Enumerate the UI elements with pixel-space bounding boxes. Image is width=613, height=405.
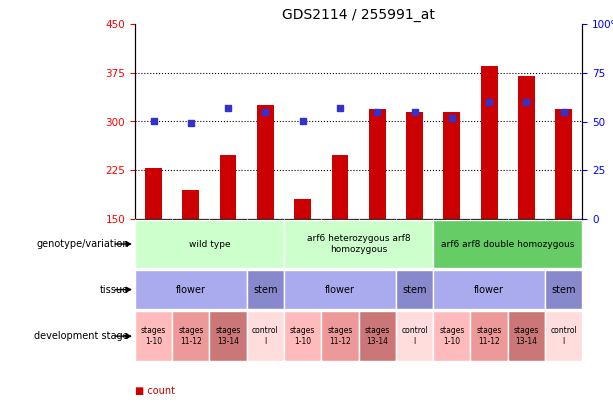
Bar (406, 112, 423, 219)
Bar (135, 220, 284, 269)
Bar (396, 311, 433, 361)
Text: GSM62701: GSM62701 (410, 220, 419, 262)
Text: tissue: tissue (99, 285, 129, 294)
Text: stages
1-10: stages 1-10 (141, 326, 166, 346)
Text: GSM62703: GSM62703 (485, 220, 493, 262)
Text: GSM62700: GSM62700 (373, 220, 382, 262)
Text: GSM62695: GSM62695 (186, 220, 196, 262)
Text: flower: flower (474, 285, 504, 294)
Text: stages
1-10: stages 1-10 (290, 326, 315, 346)
Text: ■ count: ■ count (135, 386, 175, 396)
Point (372, 109, 382, 115)
Bar (433, 220, 582, 269)
Text: stem: stem (253, 285, 278, 294)
Text: stages
13-14: stages 13-14 (365, 326, 390, 346)
Bar (257, 105, 274, 219)
Bar (433, 270, 545, 309)
Point (261, 109, 270, 115)
Bar (284, 311, 321, 361)
Text: stages
13-14: stages 13-14 (215, 326, 241, 346)
Text: stages
13-14: stages 13-14 (514, 326, 539, 346)
Bar (219, 155, 237, 219)
Bar (471, 311, 508, 361)
Bar (359, 311, 396, 361)
Point (298, 118, 308, 125)
Point (447, 114, 457, 121)
Text: GSM62699: GSM62699 (335, 220, 345, 262)
Text: stages
11-12: stages 11-12 (327, 326, 352, 346)
Text: arf6 arf8 double homozygous: arf6 arf8 double homozygous (441, 239, 574, 249)
Point (335, 104, 345, 111)
Bar (369, 109, 386, 219)
Bar (443, 112, 460, 219)
Text: GSM62696: GSM62696 (224, 220, 232, 262)
Bar (555, 109, 572, 219)
Point (223, 104, 233, 111)
Bar (321, 311, 359, 361)
Text: flower: flower (325, 285, 355, 294)
Bar (284, 220, 433, 269)
Point (484, 99, 494, 105)
Text: GSM62704: GSM62704 (522, 220, 531, 262)
Bar (145, 168, 162, 219)
Bar (508, 311, 545, 361)
Bar (518, 76, 535, 219)
Bar (433, 311, 471, 361)
Text: stages
1-10: stages 1-10 (439, 326, 465, 346)
Text: flower: flower (176, 285, 206, 294)
Point (559, 109, 569, 115)
Bar (172, 311, 210, 361)
Bar (246, 311, 284, 361)
Text: stages
11-12: stages 11-12 (178, 326, 204, 346)
Bar (294, 199, 311, 219)
Point (186, 120, 196, 127)
Bar (545, 270, 582, 309)
Text: arf6 heterozygous arf8
homozygous: arf6 heterozygous arf8 homozygous (306, 234, 411, 254)
Bar (332, 155, 348, 219)
Text: wild type: wild type (189, 239, 230, 249)
Text: GSM62705: GSM62705 (559, 220, 568, 262)
Text: control
l: control l (550, 326, 577, 346)
Text: stages
11-12: stages 11-12 (476, 326, 502, 346)
Point (148, 118, 158, 125)
Point (522, 99, 531, 105)
Bar (183, 190, 199, 219)
Bar (284, 270, 396, 309)
Title: GDS2114 / 255991_at: GDS2114 / 255991_at (282, 8, 435, 22)
Bar (545, 311, 582, 361)
Bar (135, 270, 246, 309)
Bar (396, 270, 433, 309)
Text: control
l: control l (401, 326, 428, 346)
Bar (481, 66, 498, 219)
Text: stem: stem (552, 285, 576, 294)
Bar (210, 311, 246, 361)
Bar (246, 270, 284, 309)
Bar (135, 311, 172, 361)
Point (409, 109, 419, 115)
Text: GSM62698: GSM62698 (298, 220, 307, 262)
Text: development stage: development stage (34, 331, 129, 341)
Text: GSM62697: GSM62697 (261, 220, 270, 262)
Text: control
l: control l (252, 326, 279, 346)
Text: GSM62694: GSM62694 (149, 220, 158, 262)
Text: stem: stem (402, 285, 427, 294)
Text: genotype/variation: genotype/variation (36, 239, 129, 249)
Text: GSM62702: GSM62702 (447, 220, 456, 262)
